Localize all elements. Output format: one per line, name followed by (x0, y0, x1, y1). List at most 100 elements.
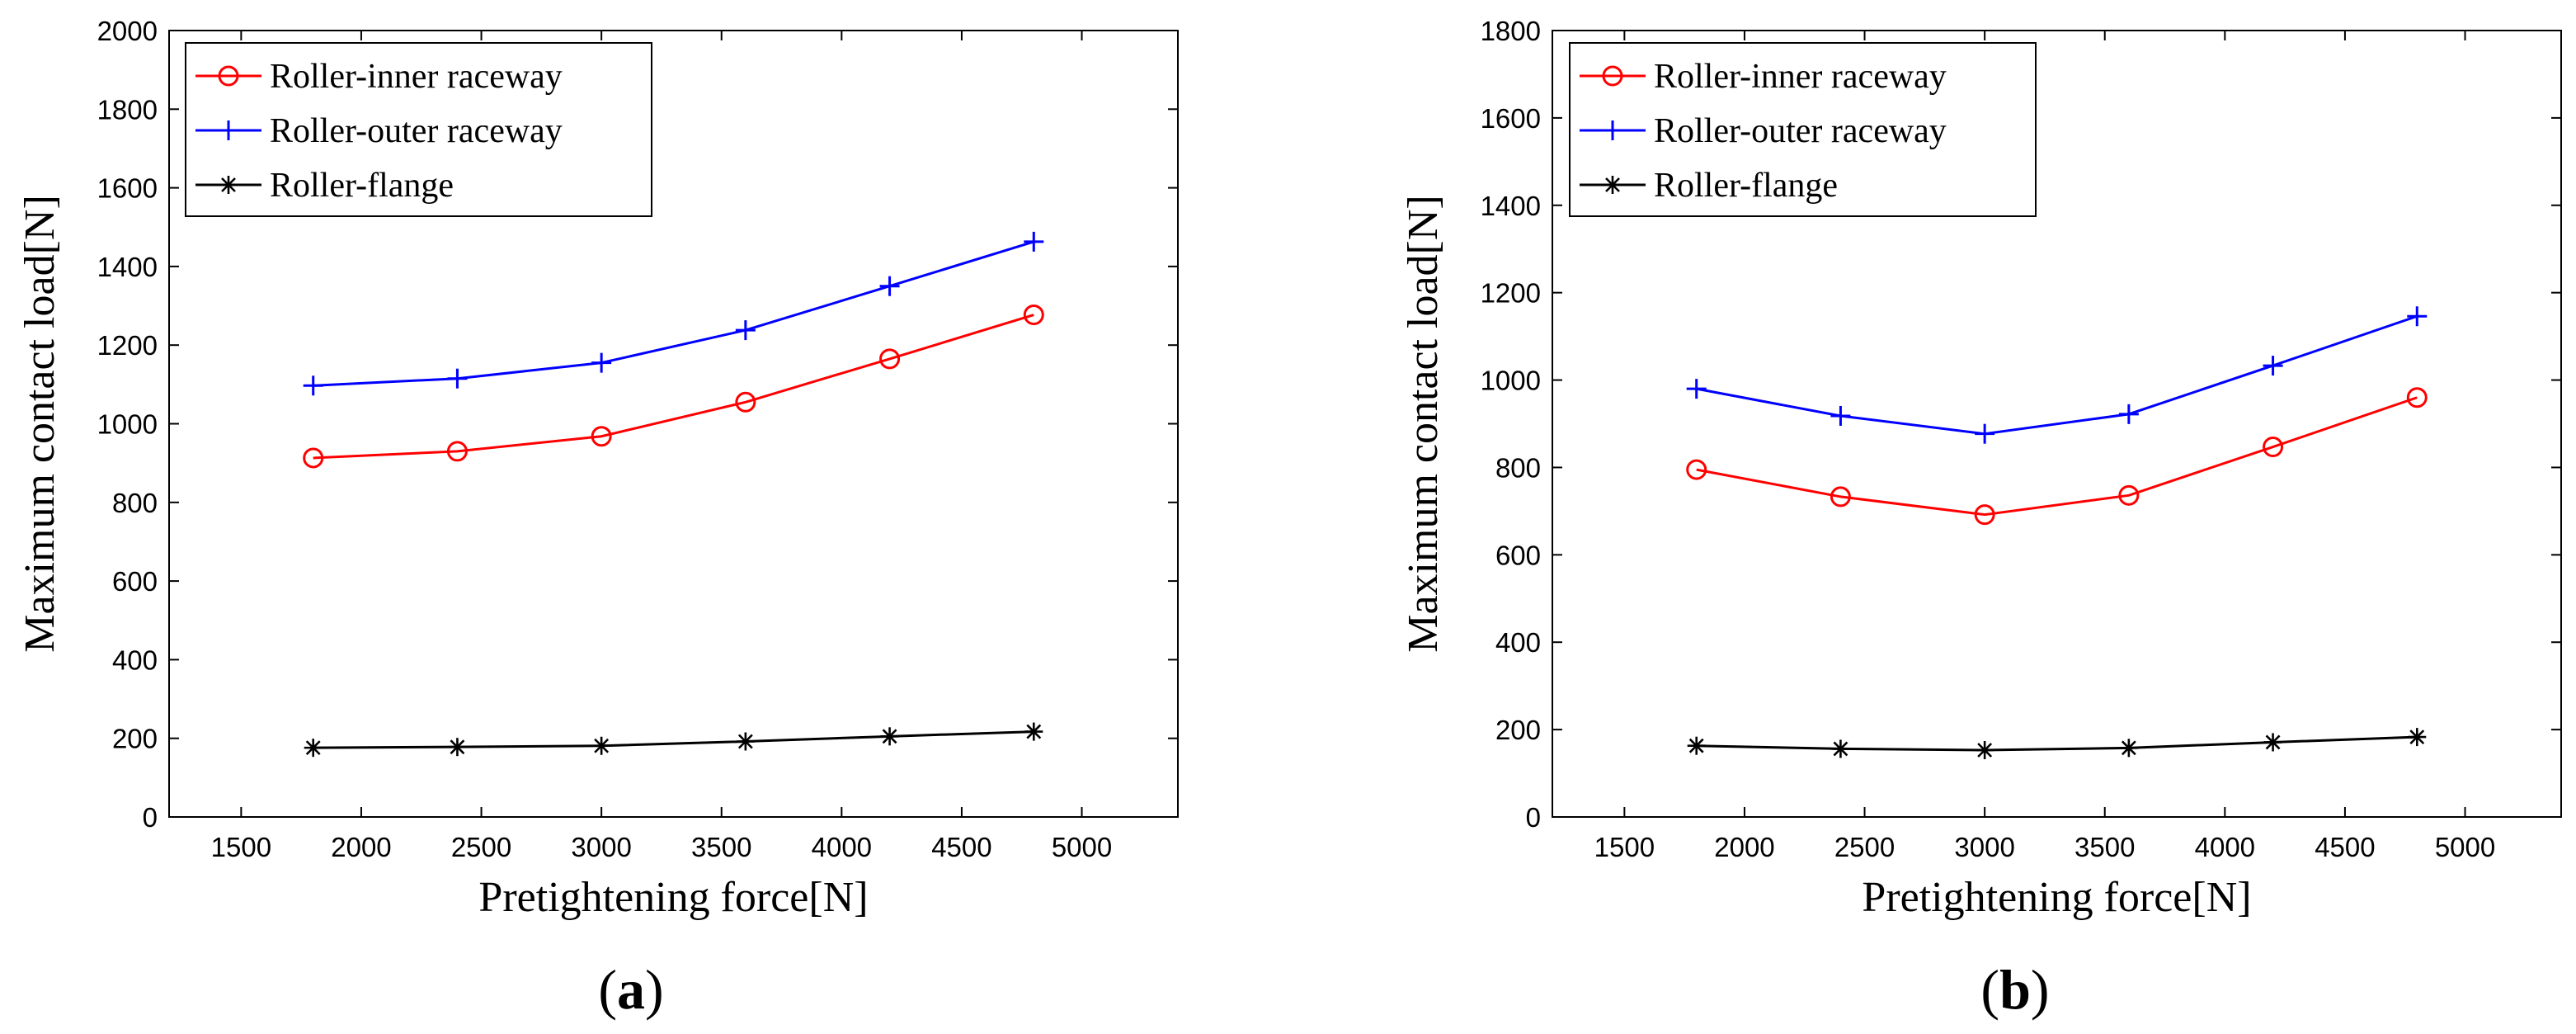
chart-b-legend-entry: Roller-inner raceway (1580, 58, 1947, 96)
chart-a-ytick-label: 2000 (97, 16, 158, 46)
chart-a-series-plus-point (1024, 231, 1044, 252)
chart-a-legend-entry-marker-shape (218, 65, 239, 87)
chart-b-series-circle (1686, 387, 2428, 526)
chart-b-ytick-label: 1200 (1481, 278, 1541, 309)
chart-a-legend-entry: Roller-inner raceway (195, 58, 563, 96)
chart-b-series-circle-point-shape (2118, 484, 2140, 506)
chart-b-series-circle-point-shape (2263, 437, 2284, 458)
chart-a-series-plus-point (591, 352, 612, 373)
chart-a-series-circle-point (446, 441, 468, 462)
chart-b-panel-label-open: ( (1980, 958, 1999, 1021)
chart-b-series-circle-point-shape (1830, 486, 1851, 508)
chart-b-series-circle-point (2118, 484, 2140, 506)
chart-a-series-asterisk-point (592, 736, 611, 755)
chart-a-series-circle-point (735, 391, 756, 413)
chart-b-xtick-label: 4000 (2195, 832, 2255, 862)
chart-b-panel-label: (b) (1980, 958, 2049, 1021)
chart-a-series-circle-point (303, 447, 324, 469)
chart-b-ytick-label: 1600 (1481, 103, 1541, 134)
chart-b-legend-entry-label: Roller-outer raceway (1654, 112, 1947, 150)
chart-a-x-axis-label: Pretightening force[N] (478, 874, 868, 921)
chart-b-ytick-label: 600 (1495, 540, 1541, 570)
chart-a-ytick-label: 1400 (97, 252, 158, 282)
chart-b-series-circle-point (1686, 459, 1707, 480)
chart-a-series-asterisk-point (1024, 722, 1043, 741)
chart-b-legend-entry: Roller-outer raceway (1580, 112, 1947, 150)
chart-b-legend-entry-marker (1602, 65, 1623, 87)
chart-b-series-circle-point-shape (1974, 504, 1995, 526)
chart-b-ytick-label: 1000 (1481, 366, 1541, 396)
chart-a-series-asterisk-point-d2 (450, 739, 465, 755)
chart-b-series-circle-line (1696, 396, 2418, 517)
chart-a-xtick-label: 4000 (812, 832, 872, 862)
chart-b-xtick-label: 3000 (1954, 832, 2014, 862)
chart-a-ytick-label: 0 (143, 802, 158, 833)
chart-b-ytick-label: 1400 (1481, 191, 1541, 221)
chart-a-series-circle-point (1023, 305, 1044, 326)
chart-a-series-circle-line (313, 314, 1034, 460)
chart-a-series-plus-point (447, 368, 468, 389)
chart-b-legend-entry-marker (1603, 120, 1622, 140)
chart-b-series-asterisk-point-d2 (1977, 743, 1993, 758)
chart-b-series-plus (1686, 306, 2428, 444)
chart-b-series-plus-point (1975, 423, 1995, 444)
chart-b-series-circle-point (1830, 486, 1851, 508)
chart-b-legend-entry: Roller-flange (1580, 167, 1838, 205)
chart-a-series-plus-line (313, 240, 1034, 387)
chart-a-series-circle-point-shape (446, 441, 468, 462)
chart-b-ytick-label: 0 (1526, 802, 1541, 833)
chart-a-xtick-label: 3500 (691, 832, 751, 862)
chart-a-series-asterisk-point-d2 (1026, 724, 1042, 739)
chart-a-series-circle-point-shape (591, 426, 612, 447)
chart-a-series-circle-point-shape (735, 391, 756, 413)
chart-a-series-circle (303, 305, 1044, 469)
chart-b-series-asterisk-point-d2 (1833, 741, 1848, 757)
chart-a-legend-entry: Roller-flange (195, 167, 454, 205)
chart-a-legend-entry-marker-d2 (221, 177, 236, 192)
chart-a-series-asterisk-point (880, 727, 899, 746)
chart-a-legend-entry-marker (219, 120, 238, 140)
chart-a-xtick-label: 2000 (331, 832, 391, 862)
chart-b: 1500 2000 2500 3000 3500 4000 4500 5000 0 200 400 6… (1400, 16, 2562, 1021)
chart-a-legend-entry-marker (219, 176, 238, 194)
chart-b-series-circle-point-shape (2406, 387, 2428, 408)
chart-a-ytick-label: 800 (112, 488, 158, 518)
chart-a-series-asterisk-point-d2 (882, 729, 897, 744)
chart-a-ytick-label: 1000 (97, 409, 158, 440)
chart-a-series-plus-point (303, 375, 323, 396)
chart-b-legend-entry-marker (1604, 176, 1622, 194)
chart-b-legend-entry-label: Roller-flange (1654, 167, 1838, 205)
chart-b-series-asterisk-point-d2 (2265, 734, 2281, 750)
chart-a-y-axis-label: Maximum contact load[N] (16, 195, 64, 653)
chart-b-xtick-label: 1500 (1594, 832, 1655, 862)
chart-b-series-plus-point (2263, 356, 2283, 376)
chart-b-series-plus-point (2407, 306, 2428, 327)
chart-a: 1500 2000 2500 3000 3500 4000 4500 5000 0 200 400 6… (16, 16, 1179, 1021)
chart-a-series-asterisk-line (313, 730, 1034, 749)
chart-b-xtick-label: 2000 (1714, 832, 1774, 862)
chart-b-series-circle-point-shape (1686, 459, 1707, 480)
chart-a-xtick-label: 4500 (931, 832, 991, 862)
chart-a-legend: Roller-inner raceway Roller-outer raceway… (185, 42, 652, 217)
chart-a-series-asterisk-point-d2 (305, 740, 321, 756)
chart-a-legend-entry-label: Roller-inner raceway (270, 58, 563, 96)
chart-a-ytick-label: 200 (112, 724, 158, 754)
chart-a-xtick-label: 2500 (451, 832, 511, 862)
chart-a-panel-label-close: ) (645, 958, 664, 1021)
chart-a-series-circle-point-shape (1023, 305, 1044, 326)
chart-b-series-asterisk (1687, 728, 2427, 759)
chart-b-panel-label-close: ) (2031, 958, 2050, 1021)
chart-b-ytick-label: 200 (1495, 715, 1541, 745)
chart-b-ytick-label: 800 (1495, 452, 1541, 483)
chart-b-panel-label-letter: b (1999, 958, 2031, 1021)
chart-a-xtick-label: 5000 (1052, 832, 1112, 862)
chart-b-series-plus-point (2118, 404, 2139, 424)
chart-b-xtick-label: 3500 (2074, 832, 2135, 862)
chart-a-legend-entry-label: Roller-flange (270, 167, 454, 205)
chart-b-x-axis-label: Pretightening force[N] (1862, 874, 2251, 921)
chart-a-xtick-label: 3000 (571, 832, 631, 862)
chart-b-series-circle-point (1974, 504, 1995, 526)
chart-a-legend-entry-label: Roller-outer raceway (270, 112, 563, 150)
chart-b-xtick-label: 5000 (2435, 832, 2495, 862)
